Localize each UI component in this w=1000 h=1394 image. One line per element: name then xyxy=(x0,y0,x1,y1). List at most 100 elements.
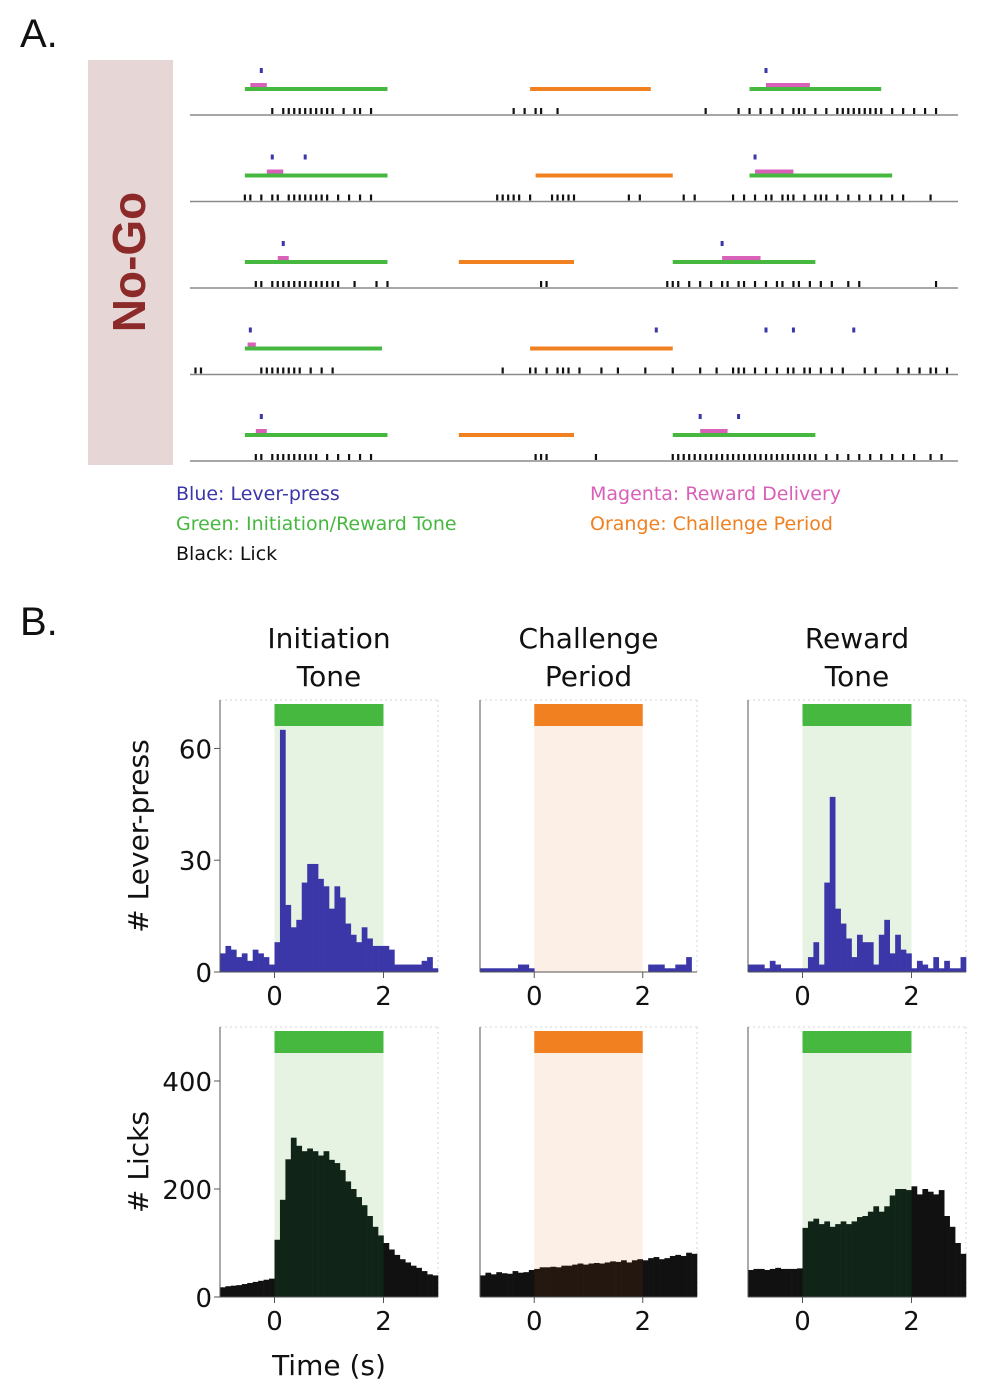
lick-tick xyxy=(792,108,795,114)
lick-tick xyxy=(847,108,850,114)
lick-tick xyxy=(671,454,674,460)
lick-tick xyxy=(841,367,844,374)
histogram-bar xyxy=(802,968,809,972)
x-tick-label: 2 xyxy=(903,982,920,1012)
histogram-bar xyxy=(274,942,281,972)
histogram-bar xyxy=(922,964,929,972)
lick-tick xyxy=(386,281,389,287)
magenta-bar xyxy=(766,83,810,87)
histogram-bar xyxy=(279,1199,286,1297)
histogram-bar xyxy=(405,1262,412,1297)
event-shade xyxy=(534,726,643,972)
lick-tick xyxy=(819,194,822,201)
y-tick-label: 30 xyxy=(179,847,212,877)
histogram-bar xyxy=(290,1137,297,1297)
lick-tick xyxy=(567,194,570,201)
histogram-bar xyxy=(432,968,439,972)
lick-tick xyxy=(814,108,817,114)
lick-tick xyxy=(369,454,373,460)
histogram-bar xyxy=(680,964,687,972)
histogram-bar xyxy=(394,1254,401,1297)
histogram-bar xyxy=(862,942,869,972)
histogram-bar xyxy=(900,949,907,972)
lever-tick xyxy=(764,327,768,333)
lick-tick xyxy=(737,454,740,460)
lick-tick xyxy=(715,454,718,460)
lick-tick xyxy=(287,454,290,460)
histogram-bar xyxy=(851,957,858,972)
lick-tick xyxy=(781,454,784,460)
lick-tick xyxy=(249,194,252,201)
lick-tick xyxy=(699,454,702,460)
lick-tick xyxy=(704,454,707,460)
histogram-bar xyxy=(955,1243,961,1297)
lick-tick xyxy=(518,194,521,201)
event-bar xyxy=(802,704,912,726)
histogram-bar xyxy=(329,908,335,972)
histogram-bar xyxy=(421,960,428,972)
lick-tick xyxy=(287,367,290,374)
lick-tick xyxy=(808,367,811,374)
lick-tick xyxy=(556,367,559,374)
lick-tick xyxy=(742,367,746,374)
histogram-bar xyxy=(691,1253,698,1297)
lick-tick xyxy=(523,108,526,114)
lick-tick xyxy=(282,454,285,460)
lick-tick xyxy=(934,367,938,374)
histogram-bar xyxy=(555,1267,562,1297)
lick-tick xyxy=(369,108,373,114)
lick-tick xyxy=(671,281,674,287)
lick-tick xyxy=(797,281,801,287)
lever-tick xyxy=(737,414,741,419)
lick-tick xyxy=(803,454,806,460)
lick-tick xyxy=(315,194,318,201)
histogram-bar xyxy=(889,953,896,972)
lick-tick xyxy=(748,454,751,460)
histogram-bar xyxy=(517,1272,524,1297)
lick-tick xyxy=(298,281,301,287)
histogram-bar xyxy=(577,1263,584,1297)
histogram-bar xyxy=(610,1261,616,1297)
lick-tick xyxy=(600,367,603,374)
magenta-bar xyxy=(277,256,289,260)
lick-tick xyxy=(347,194,351,201)
histogram-bar xyxy=(496,1272,502,1297)
lick-tick xyxy=(792,281,795,287)
lick-tick xyxy=(775,367,779,374)
lick-tick xyxy=(315,454,318,460)
lick-tick xyxy=(287,194,290,201)
histogram-bar xyxy=(301,1151,308,1297)
histogram-bar xyxy=(797,968,803,972)
histogram-bar xyxy=(878,1211,885,1297)
lick-tick xyxy=(880,108,883,114)
histogram-bar xyxy=(949,968,956,972)
lick-tick xyxy=(276,367,279,374)
y-tick-label: 0 xyxy=(195,1284,212,1314)
lever-tick xyxy=(791,327,795,333)
histogram-bar xyxy=(664,968,671,972)
histogram-bar xyxy=(748,1270,754,1297)
lick-tick xyxy=(753,367,757,374)
histogram-bar xyxy=(534,1268,540,1297)
histogram-bar xyxy=(388,1249,395,1297)
condition-box xyxy=(88,60,173,465)
orange-bar xyxy=(458,260,574,264)
histogram-bar xyxy=(312,1151,319,1297)
green-bar xyxy=(244,87,388,91)
histogram-bar xyxy=(252,1281,259,1297)
histogram-bar xyxy=(225,945,232,972)
lick-tick xyxy=(287,108,290,114)
lever-tick xyxy=(720,241,724,246)
lick-tick xyxy=(688,454,691,460)
lick-tick xyxy=(282,367,285,374)
histogram-bar xyxy=(236,957,243,972)
lick-tick xyxy=(748,108,751,114)
histogram-bar xyxy=(263,1279,270,1297)
lick-tick xyxy=(902,194,905,201)
histogram-bar xyxy=(523,1272,530,1297)
lick-tick xyxy=(677,281,680,287)
lick-tick xyxy=(918,367,921,374)
lick-tick xyxy=(260,367,263,374)
lick-tick xyxy=(260,281,263,287)
histogram-bar xyxy=(480,1275,486,1297)
